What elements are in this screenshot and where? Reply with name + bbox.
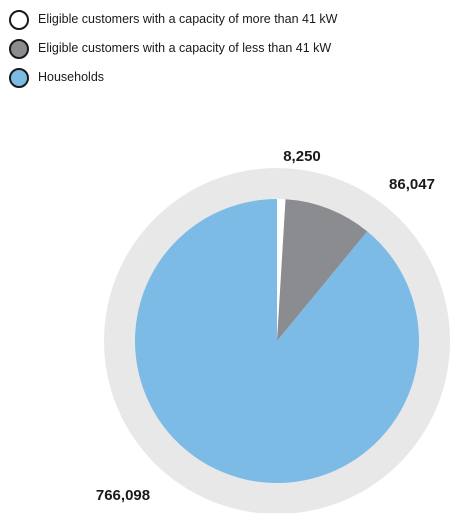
legend-label: Eligible customers with a capacity of mo… xyxy=(38,12,338,26)
legend-swatch-under-41kw xyxy=(9,39,29,59)
data-label-over-41kw: 8,250 xyxy=(283,148,321,165)
pie-slice-over-41kw xyxy=(277,199,286,341)
data-label-under-41kw: 86,047 xyxy=(389,176,435,193)
legend-swatch-households xyxy=(9,68,29,88)
pie-slices xyxy=(135,199,420,484)
legend-label: Eligible customers with a capacity of le… xyxy=(38,41,332,55)
pie-data-labels: 8,250 86,047 766,098 xyxy=(96,148,435,504)
data-label-households: 766,098 xyxy=(96,487,150,504)
pie-slice-under-41kw xyxy=(277,199,368,341)
legend-swatch-over-41kw xyxy=(9,10,29,30)
pie-slice-households xyxy=(135,199,420,484)
legend-label: Households xyxy=(38,70,105,84)
